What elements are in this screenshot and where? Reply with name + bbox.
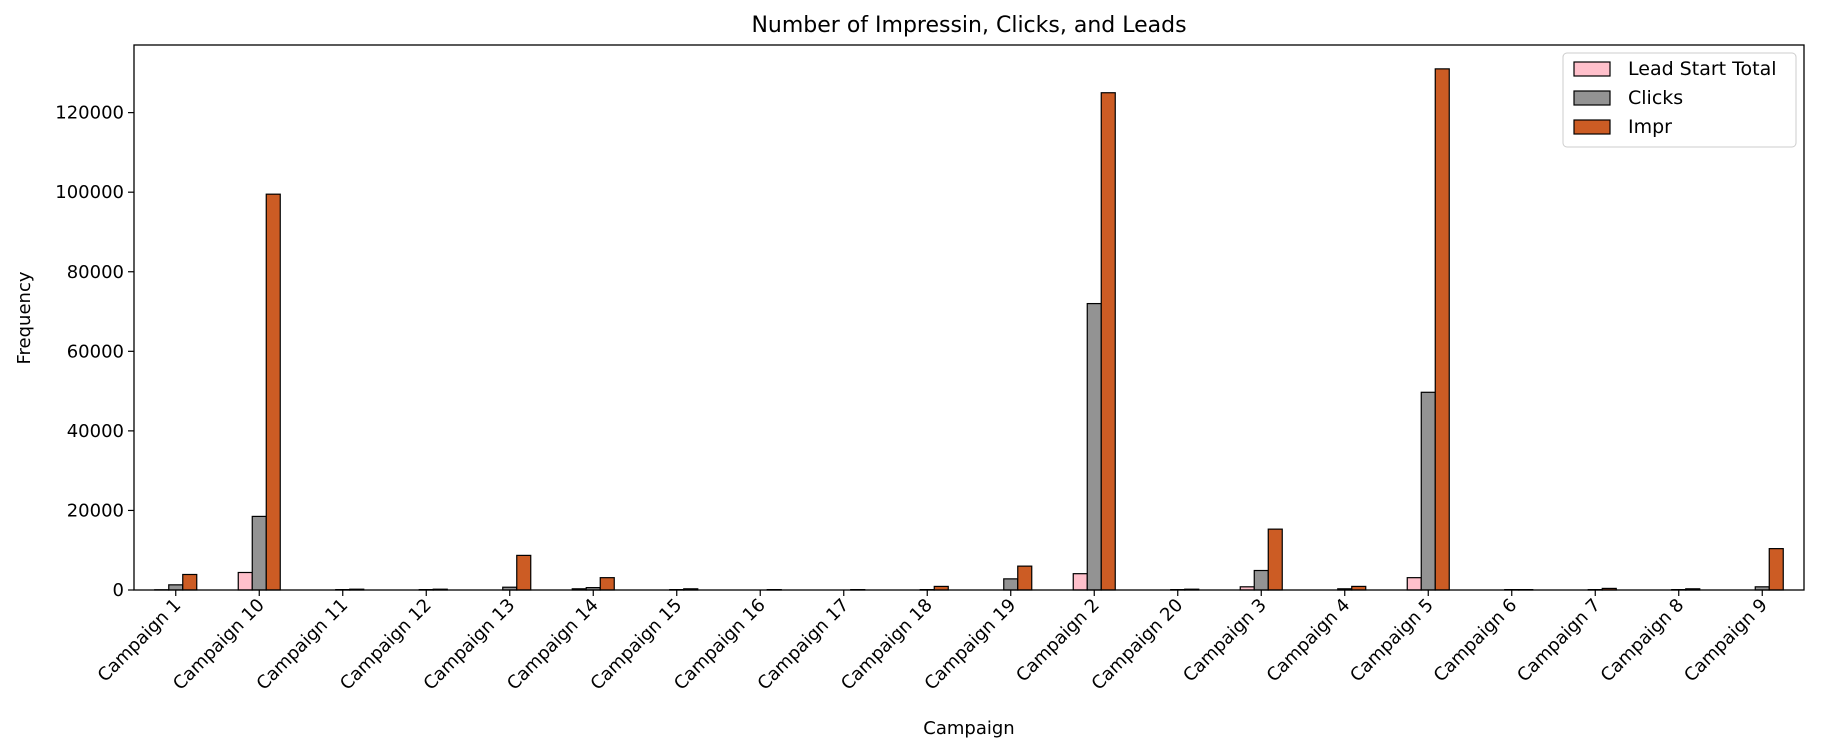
bar-impr: [599, 577, 615, 591]
legend-label: Impr: [1628, 116, 1672, 138]
bar-clicks: [1253, 569, 1269, 591]
plot-area: 0 20000 40000 60000 80000 100000 120000 Campai…: [55, 44, 1805, 694]
bar-clicks: [1086, 302, 1102, 591]
y-tick-label: 100000: [55, 182, 124, 203]
legend-label: Clicks: [1628, 87, 1683, 109]
x-tick-label: Campaign 8: [1597, 595, 1689, 687]
bar-impr: [1267, 528, 1283, 591]
plot-frame: [133, 44, 1805, 591]
bar-impr: [516, 554, 532, 591]
x-tick-label: Campaign 6: [1430, 595, 1522, 687]
legend: Lead Start Total Clicks Impr: [1562, 52, 1797, 148]
y-tick-label: 0: [113, 580, 124, 601]
x-tick-label: Campaign 5: [1346, 595, 1438, 687]
bar-impr: [1434, 68, 1450, 591]
x-tick-label: Campaign 7: [1513, 595, 1605, 687]
y-tick-label: 60000: [67, 341, 124, 362]
bar-clicks: [168, 584, 184, 591]
y-tick-label: 80000: [67, 262, 124, 283]
bar-impr: [1017, 565, 1033, 591]
x-axis-label: Campaign: [923, 718, 1014, 739]
legend-swatch: [1573, 119, 1611, 135]
bar-clicks: [1420, 391, 1436, 591]
y-tick-label: 120000: [55, 103, 124, 124]
bar-impr: [1768, 548, 1784, 591]
legend-label: Lead Start Total: [1628, 58, 1777, 80]
y-axis-label: Frequency: [14, 271, 35, 364]
legend-frame: [1562, 52, 1797, 148]
bar-clicks: [251, 515, 267, 591]
x-tick-label: Campaign 4: [1263, 595, 1355, 687]
bar-impr: [182, 573, 198, 591]
bar-lead-start-total: [1406, 577, 1422, 591]
bar-lead-start-total: [1072, 573, 1088, 591]
y-axis: 0 20000 40000 60000 80000 100000 120000: [55, 103, 134, 601]
bars-group: [154, 68, 1784, 591]
bar-clicks: [1003, 578, 1019, 591]
y-tick-label: 40000: [67, 421, 124, 442]
x-tick-label: Campaign 2: [1012, 595, 1104, 687]
legend-swatch: [1573, 90, 1611, 106]
y-tick-label: 20000: [67, 500, 124, 521]
bar-lead-start-total: [237, 571, 253, 591]
legend-swatch: [1573, 61, 1611, 77]
x-tick-label: Campaign 9: [1680, 595, 1772, 687]
bar-impr: [1100, 92, 1116, 591]
x-tick-label: Campaign 3: [1179, 595, 1271, 687]
bar-impr: [265, 193, 281, 591]
x-tick-label: Campaign 1: [94, 595, 186, 687]
chart-title: Number of Impressin, Clicks, and Leads: [751, 13, 1186, 38]
